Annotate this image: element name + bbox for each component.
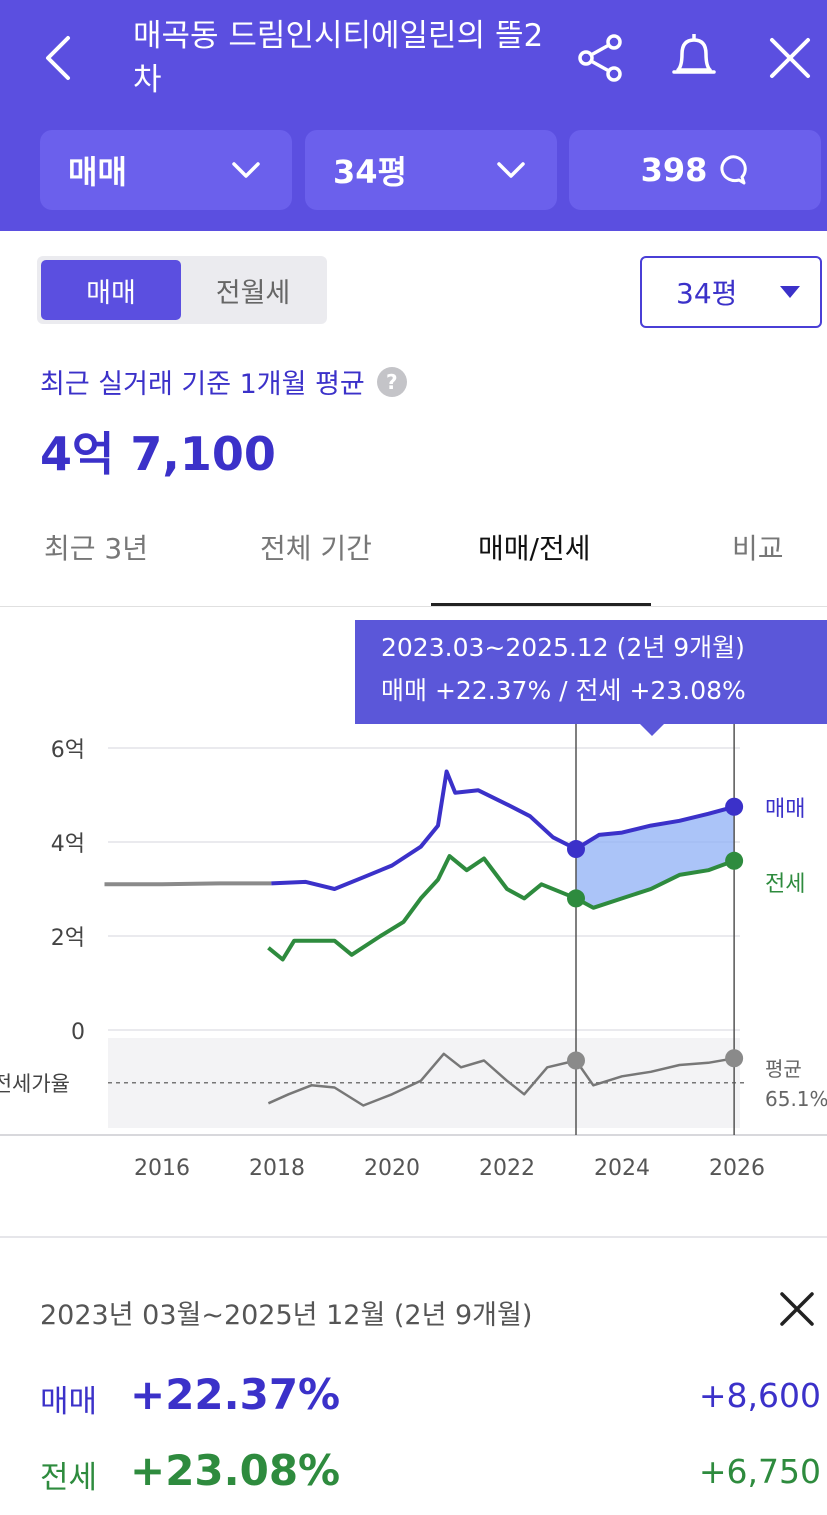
page-title: 매곡동 드림인시티에일린의 뜰2차 [133,18,544,98]
summary-trade-pct: +22.37% [130,1370,341,1419]
back-button[interactable] [34,30,86,86]
share-button[interactable] [574,30,626,86]
x-tick-label: 2018 [249,1156,305,1181]
ratio-average-label: 평균 [765,1057,802,1081]
rent-point [567,889,585,908]
ratio-point [725,1049,744,1068]
selected-period: 2023년 03월~2025년 12월 (2년 9개월) [40,1300,533,1331]
close-icon [770,38,810,78]
size-filter[interactable]: 34평 [305,130,557,210]
x-tick-label: 2016 [134,1156,190,1181]
size-label: 34평 [333,153,407,191]
x-tick-label: 2022 [479,1156,535,1181]
trade-type-filter[interactable]: 매매 [40,130,292,210]
chevron-left-icon [46,36,70,80]
x-tick-label: 2026 [709,1156,765,1181]
summary-trade-amount: +8,600 [698,1376,821,1415]
trade-point [725,797,744,816]
tooltip-summary: 매매 +22.37% / 전세 +23.08% [381,676,746,705]
chevron-down-icon [232,162,260,178]
header: 매곡동 드림인시티에일린의 뜰2차 매매 34평 [0,0,827,231]
trade-line [271,769,735,891]
ratio-point [567,1051,585,1070]
tab-trade-vs-jeonse[interactable]: 매매/전세 [478,532,591,565]
tooltip-range: 2023.03~2025.12 (2년 9개월) [381,633,745,662]
caret-down-icon [780,286,800,298]
trade-end-label: 매매 [765,797,805,822]
y-tick-label: 0 [71,1020,85,1045]
tab-compare[interactable]: 비교 [732,532,784,565]
rent-line [267,854,735,962]
trade-segment-control: 매매 전월세 [37,256,327,324]
close-icon [780,1292,814,1326]
average-price: 4억 7,100 [40,427,276,481]
comment-count: 398 [640,151,708,189]
segment-trade[interactable]: 매매 [41,260,181,320]
comment-bubble-icon [720,155,748,185]
size-dropdown-value: 34평 [676,277,738,310]
chart-tooltip: 2023.03~2025.12 (2년 9개월) 매매 +22.37% / 전세… [355,620,827,736]
trade-point [567,840,585,859]
y-tick-label: 6억 [51,738,85,763]
segment-rent[interactable]: 전월세 [215,277,291,309]
ratio-label: 전세가율 [0,1072,70,1096]
summary-trade-row: 매매 +22.37% +8,600 [40,1370,827,1426]
summary-rent-pct: +23.08% [130,1446,341,1495]
average-label: 최근 실거래 기준 1개월 평균 ? [40,362,407,401]
period-tabs: 최근 3년 전체 기간 매매/전세 비교 [0,515,827,607]
rent-end-label: 전세 [765,872,805,897]
x-tick-label: 2020 [364,1156,420,1181]
summary-rent-label: 전세 [40,1460,98,1496]
trade-type-label: 매매 [68,153,127,191]
tab-all-period[interactable]: 전체 기간 [260,532,372,565]
notification-button[interactable] [668,30,720,86]
summary-rent-amount: +6,750 [698,1452,821,1491]
help-icon[interactable]: ? [376,366,407,397]
size-dropdown[interactable]: 34평 [640,256,822,328]
y-tick-label: 4억 [51,832,85,857]
average-label-text: 최근 실거래 기준 1개월 평균 [40,369,365,400]
chevron-down-icon [497,162,525,178]
comments-button[interactable]: 398 [569,130,821,210]
share-icon [578,34,622,82]
summary-close-button[interactable] [774,1286,820,1332]
close-button[interactable] [764,30,816,86]
price-chart[interactable]: 6억 4억 2억 0 2016 2018 2020 2022 2024 2026 전세가율 평균 65.… [0,608,827,1233]
summary-rent-row: 전세 +23.08% +6,750 [40,1446,827,1502]
summary-trade-label: 매매 [40,1384,98,1420]
selection-area [576,806,735,907]
bell-icon [672,34,716,74]
active-tab-indicator [431,603,651,606]
tab-recent-3y[interactable]: 최근 3년 [44,532,148,565]
y-tick-label: 2억 [51,926,85,951]
tooltip-pointer [640,724,664,736]
jeonse-ratio-line [267,1052,735,1107]
x-tick-label: 2024 [594,1156,650,1181]
trade-line-early [104,881,272,887]
divider [0,1236,827,1238]
rent-point [725,851,744,870]
ratio-average-value: 65.1% [765,1087,827,1111]
